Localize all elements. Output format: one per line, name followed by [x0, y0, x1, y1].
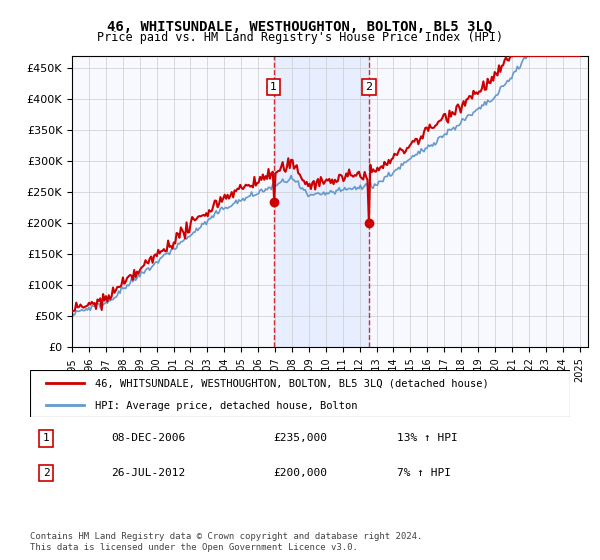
Text: 26-JUL-2012: 26-JUL-2012 [111, 468, 185, 478]
Text: 46, WHITSUNDALE, WESTHOUGHTON, BOLTON, BL5 3LQ: 46, WHITSUNDALE, WESTHOUGHTON, BOLTON, B… [107, 20, 493, 34]
Text: £235,000: £235,000 [273, 433, 327, 443]
Text: 46, WHITSUNDALE, WESTHOUGHTON, BOLTON, BL5 3LQ (detached house): 46, WHITSUNDALE, WESTHOUGHTON, BOLTON, B… [95, 379, 488, 389]
Text: 13% ↑ HPI: 13% ↑ HPI [397, 433, 458, 443]
Text: Price paid vs. HM Land Registry's House Price Index (HPI): Price paid vs. HM Land Registry's House … [97, 31, 503, 44]
Bar [274, 56, 369, 347]
Text: 2: 2 [43, 468, 50, 478]
Text: 1: 1 [270, 82, 277, 92]
Text: HPI: Average price, detached house, Bolton: HPI: Average price, detached house, Bolt… [95, 402, 358, 411]
Text: 1: 1 [43, 433, 50, 443]
Text: 2: 2 [365, 82, 373, 92]
Text: £200,000: £200,000 [273, 468, 327, 478]
FancyBboxPatch shape [30, 370, 570, 417]
Text: Contains HM Land Registry data © Crown copyright and database right 2024.
This d: Contains HM Land Registry data © Crown c… [30, 532, 422, 552]
Text: 08-DEC-2006: 08-DEC-2006 [111, 433, 185, 443]
Text: 7% ↑ HPI: 7% ↑ HPI [397, 468, 451, 478]
